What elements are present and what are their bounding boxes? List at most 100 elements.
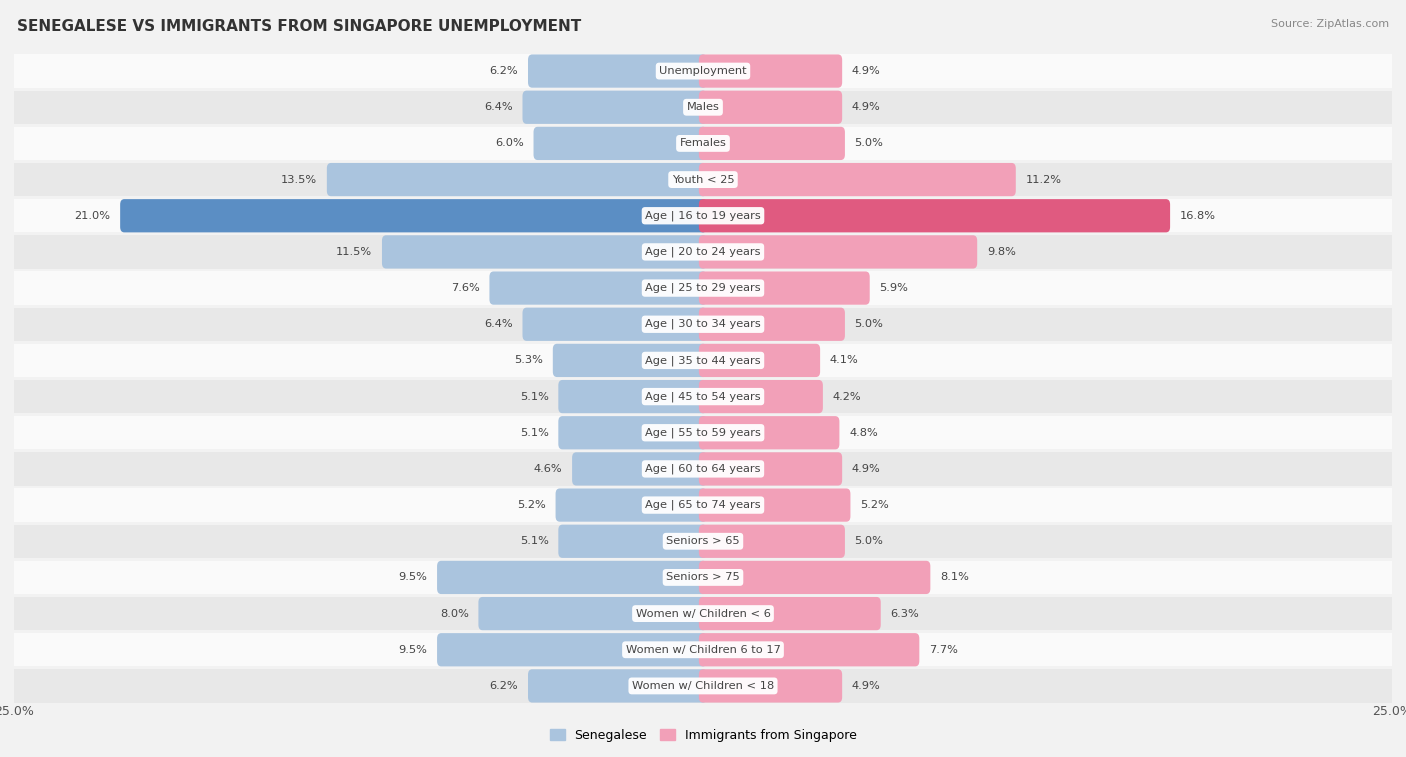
FancyBboxPatch shape	[699, 163, 1015, 196]
Text: 25.0%: 25.0%	[0, 705, 34, 718]
Text: Age | 16 to 19 years: Age | 16 to 19 years	[645, 210, 761, 221]
Bar	[14, 235, 1392, 269]
Text: 8.0%: 8.0%	[440, 609, 468, 618]
Text: 4.9%: 4.9%	[852, 102, 880, 112]
Text: 4.9%: 4.9%	[852, 66, 880, 76]
Text: 5.0%: 5.0%	[855, 536, 883, 547]
Text: 6.4%: 6.4%	[484, 319, 513, 329]
Text: 4.6%: 4.6%	[534, 464, 562, 474]
FancyBboxPatch shape	[699, 488, 851, 522]
FancyBboxPatch shape	[120, 199, 707, 232]
Bar	[14, 380, 1392, 413]
Text: Source: ZipAtlas.com: Source: ZipAtlas.com	[1271, 19, 1389, 29]
FancyBboxPatch shape	[699, 126, 845, 160]
Text: Age | 25 to 29 years: Age | 25 to 29 years	[645, 283, 761, 293]
FancyBboxPatch shape	[699, 380, 823, 413]
Bar	[14, 55, 1392, 88]
Text: 4.2%: 4.2%	[832, 391, 860, 401]
Text: Women w/ Children < 18: Women w/ Children < 18	[631, 681, 775, 691]
FancyBboxPatch shape	[699, 452, 842, 485]
FancyBboxPatch shape	[558, 380, 707, 413]
Text: 6.2%: 6.2%	[489, 66, 519, 76]
Text: 6.4%: 6.4%	[484, 102, 513, 112]
Text: Age | 60 to 64 years: Age | 60 to 64 years	[645, 464, 761, 474]
FancyBboxPatch shape	[555, 488, 707, 522]
Text: 6.0%: 6.0%	[495, 139, 524, 148]
FancyBboxPatch shape	[699, 416, 839, 450]
Text: 21.0%: 21.0%	[75, 210, 111, 221]
FancyBboxPatch shape	[478, 597, 707, 631]
Text: 5.2%: 5.2%	[517, 500, 546, 510]
Bar	[14, 272, 1392, 305]
Bar	[14, 597, 1392, 631]
Text: 25.0%: 25.0%	[1372, 705, 1406, 718]
FancyBboxPatch shape	[437, 633, 707, 666]
FancyBboxPatch shape	[699, 235, 977, 269]
Bar	[14, 344, 1392, 377]
Bar	[14, 633, 1392, 666]
FancyBboxPatch shape	[523, 307, 707, 341]
FancyBboxPatch shape	[699, 344, 820, 377]
Text: SENEGALESE VS IMMIGRANTS FROM SINGAPORE UNEMPLOYMENT: SENEGALESE VS IMMIGRANTS FROM SINGAPORE …	[17, 19, 581, 34]
Text: 4.9%: 4.9%	[852, 681, 880, 691]
Bar	[14, 525, 1392, 558]
Text: 5.0%: 5.0%	[855, 139, 883, 148]
FancyBboxPatch shape	[699, 597, 880, 631]
Text: 5.2%: 5.2%	[860, 500, 889, 510]
FancyBboxPatch shape	[699, 272, 870, 305]
FancyBboxPatch shape	[558, 416, 707, 450]
FancyBboxPatch shape	[699, 669, 842, 702]
Text: 16.8%: 16.8%	[1180, 210, 1216, 221]
Bar	[14, 416, 1392, 450]
Text: 11.5%: 11.5%	[336, 247, 373, 257]
Text: Seniors > 75: Seniors > 75	[666, 572, 740, 582]
Text: 5.1%: 5.1%	[520, 428, 548, 438]
Text: Seniors > 65: Seniors > 65	[666, 536, 740, 547]
FancyBboxPatch shape	[572, 452, 707, 485]
Text: Age | 20 to 24 years: Age | 20 to 24 years	[645, 247, 761, 257]
FancyBboxPatch shape	[382, 235, 707, 269]
Text: 5.3%: 5.3%	[515, 356, 543, 366]
Text: 13.5%: 13.5%	[281, 175, 318, 185]
Text: 5.9%: 5.9%	[879, 283, 908, 293]
Text: Age | 45 to 54 years: Age | 45 to 54 years	[645, 391, 761, 402]
Text: 7.7%: 7.7%	[929, 645, 957, 655]
FancyBboxPatch shape	[529, 55, 707, 88]
Text: 9.5%: 9.5%	[398, 645, 427, 655]
Legend: Senegalese, Immigrants from Singapore: Senegalese, Immigrants from Singapore	[544, 724, 862, 746]
FancyBboxPatch shape	[523, 91, 707, 124]
Text: 9.5%: 9.5%	[398, 572, 427, 582]
Bar	[14, 488, 1392, 522]
Text: 5.1%: 5.1%	[520, 391, 548, 401]
FancyBboxPatch shape	[699, 199, 1170, 232]
Bar	[14, 452, 1392, 485]
FancyBboxPatch shape	[699, 91, 842, 124]
Text: Women w/ Children < 6: Women w/ Children < 6	[636, 609, 770, 618]
Text: Females: Females	[679, 139, 727, 148]
Bar	[14, 199, 1392, 232]
Bar	[14, 669, 1392, 702]
Text: Age | 55 to 59 years: Age | 55 to 59 years	[645, 428, 761, 438]
FancyBboxPatch shape	[533, 126, 707, 160]
Text: 4.8%: 4.8%	[849, 428, 877, 438]
FancyBboxPatch shape	[529, 669, 707, 702]
Text: 6.2%: 6.2%	[489, 681, 519, 691]
Bar	[14, 561, 1392, 594]
FancyBboxPatch shape	[326, 163, 707, 196]
Bar	[14, 91, 1392, 124]
FancyBboxPatch shape	[558, 525, 707, 558]
Text: 5.1%: 5.1%	[520, 536, 548, 547]
Text: Youth < 25: Youth < 25	[672, 175, 734, 185]
FancyBboxPatch shape	[699, 307, 845, 341]
Text: Unemployment: Unemployment	[659, 66, 747, 76]
FancyBboxPatch shape	[699, 561, 931, 594]
Bar	[14, 163, 1392, 196]
Text: 5.0%: 5.0%	[855, 319, 883, 329]
Text: 11.2%: 11.2%	[1025, 175, 1062, 185]
Text: 7.6%: 7.6%	[451, 283, 479, 293]
Text: Women w/ Children 6 to 17: Women w/ Children 6 to 17	[626, 645, 780, 655]
Text: Age | 30 to 34 years: Age | 30 to 34 years	[645, 319, 761, 329]
Bar	[14, 307, 1392, 341]
FancyBboxPatch shape	[699, 525, 845, 558]
Text: 8.1%: 8.1%	[941, 572, 969, 582]
